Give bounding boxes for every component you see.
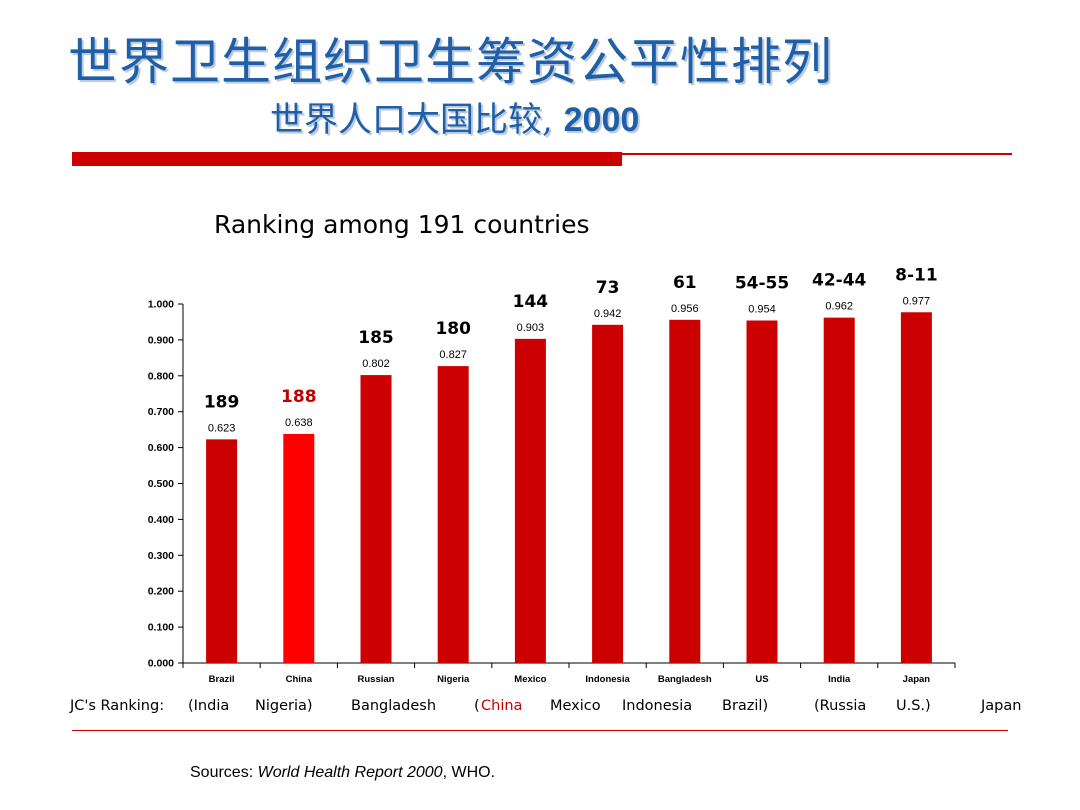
category-label: China: [286, 674, 313, 685]
jc-item-japan: Japan: [981, 698, 1022, 714]
y-tick-label: 0.300: [148, 550, 174, 562]
value-label: 0.827: [439, 349, 467, 361]
jc-ranking-row: JC's Ranking: (India Nigeria) Bangladesh…: [0, 698, 1080, 720]
sources-prefix: Sources:: [190, 764, 258, 781]
jc-item-india: (India: [188, 698, 230, 714]
value-label: 0.962: [825, 301, 853, 313]
y-tick-label: 0.900: [148, 334, 174, 346]
rank-label: 73: [596, 278, 620, 298]
value-label: 0.903: [517, 322, 545, 334]
rank-label: 42-44: [812, 271, 867, 291]
value-label: 0.956: [671, 303, 699, 315]
bar: [206, 439, 238, 663]
sources-note: Sources: World Health Report 2000, WHO.: [190, 764, 495, 782]
subtitle-text: 世界人口大国比较,: [270, 100, 553, 140]
rank-label: 185: [358, 328, 394, 348]
bar: [900, 312, 932, 663]
jc-item-bangladesh: Bangladesh: [351, 698, 437, 714]
value-label: 0.954: [748, 304, 776, 316]
bar-chart: 0.000 0.100 0.200 0.300 0.400 0.500 0.600 0.700…: [148, 265, 956, 685]
value-label: 0.623: [208, 422, 236, 434]
bar: [514, 338, 546, 663]
category-label: Nigeria: [437, 674, 470, 685]
y-tick-label: 0.500: [148, 478, 174, 490]
jc-item-mexico: Mexico: [550, 698, 601, 714]
jc-item-indonesia: Indonesia: [622, 698, 693, 714]
y-tick-label: 0.400: [148, 514, 174, 526]
jc-item-china: China: [481, 698, 523, 714]
sources-title: World Health Report 2000: [257, 764, 443, 781]
category-label: Japan: [903, 674, 931, 685]
category-label: US: [755, 674, 768, 685]
subtitle-year: 2000: [563, 101, 640, 139]
jc-item-russia: (Russia: [814, 698, 867, 714]
jc-item-open-paren: (: [474, 698, 480, 714]
rank-label: 189: [204, 392, 240, 412]
bar: [669, 319, 701, 663]
y-tick-label: 0.700: [148, 406, 174, 418]
rank-label: 54-55: [735, 274, 789, 294]
category-label: Brazil: [209, 674, 235, 685]
sources-suffix: , WHO.: [442, 764, 496, 781]
slide-title: 世界卫生组织卫生筹资公平性排列: [68, 33, 833, 91]
bar: [592, 324, 624, 663]
value-label: 0.942: [594, 308, 622, 320]
category-label: Bangladesh: [658, 674, 712, 685]
rank-label: 144: [513, 292, 549, 312]
bottom-rule: [72, 730, 1008, 731]
bar: [437, 366, 469, 663]
rank-label: 8-11: [895, 265, 938, 285]
category-label: India: [828, 674, 851, 685]
bar: [823, 317, 855, 663]
value-label: 0.638: [285, 417, 313, 429]
slide-subtitle: 世界人口大国比较, 2000: [270, 92, 970, 141]
category-label: Mexico: [514, 674, 546, 685]
bar: [746, 320, 778, 663]
y-tick-label: 0.200: [148, 586, 174, 598]
value-label: 0.802: [362, 358, 390, 370]
bar: [283, 433, 315, 663]
y-tick-label: 0.800: [148, 370, 174, 382]
rank-label: 61: [673, 273, 697, 293]
rank-label: 180: [435, 319, 471, 339]
jc-item-nigeria: Nigeria): [255, 698, 313, 714]
title-divider-thin: [622, 153, 1012, 155]
y-tick-label: 0.600: [148, 442, 174, 454]
category-label: Indonesia: [585, 674, 630, 685]
chart-title: Ranking among 191 countries: [214, 210, 590, 239]
value-label: 0.977: [903, 295, 931, 307]
jc-item-brazil: Brazil): [722, 698, 769, 714]
jc-ranking-label: JC's Ranking:: [70, 698, 165, 714]
title-divider-thick: [72, 152, 622, 166]
y-tick-label: 0.100: [148, 622, 174, 634]
y-tick-label: 1.000: [148, 299, 174, 311]
jc-item-us: U.S.): [896, 698, 931, 714]
rank-label: 188: [281, 387, 317, 407]
bar: [360, 375, 392, 663]
category-label: Russian: [358, 674, 395, 685]
y-tick-label: 0.000: [148, 658, 174, 670]
